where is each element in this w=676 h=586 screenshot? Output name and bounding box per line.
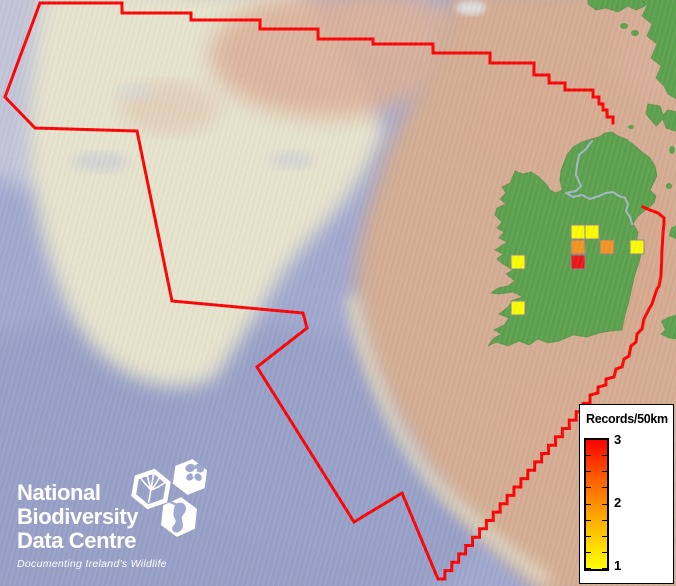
logo-hexagons [131,459,208,537]
legend-title: Records/50km [586,412,668,426]
legend-label-min: 1 [614,558,622,573]
legend-tick [586,568,591,569]
legend-label-max: 3 [614,432,622,447]
legend-tick [586,471,591,473]
logo-text-line2: Biodiversity [17,504,139,529]
legend-gradient-bar [584,438,609,571]
legend-tick [586,487,591,489]
legend-tick [602,551,607,553]
legend-label-mid: 2 [614,495,622,510]
legend-tick [602,503,607,505]
legend-tick [602,568,607,569]
butterfly-icon [172,459,208,495]
legend-tick [586,455,591,457]
legend-tick [586,535,591,537]
logo-text-line1: National [17,480,101,505]
legend-tick [586,551,591,553]
nbdc-logo: National Biodiversity Data Centre Docume… [17,480,167,571]
legend-scale-labels: 3 2 1 [614,432,621,573]
legend-tick [602,471,607,473]
legend-tick [602,519,607,521]
tree-icon [131,468,171,510]
legend-tick [586,503,591,505]
legend-tick [586,439,591,440]
legend-tick [602,487,607,489]
legend-tick [586,519,591,521]
logo-text-line3: Data Centre [17,528,137,553]
seahorse-icon [161,497,197,537]
legend-tick [602,535,607,537]
legend-panel: Records/50km 3 2 1 [579,404,674,584]
legend-tick [602,455,607,457]
legend-tick [602,439,607,440]
logo-tagline: Documenting Ireland's Wildlife [17,558,167,570]
